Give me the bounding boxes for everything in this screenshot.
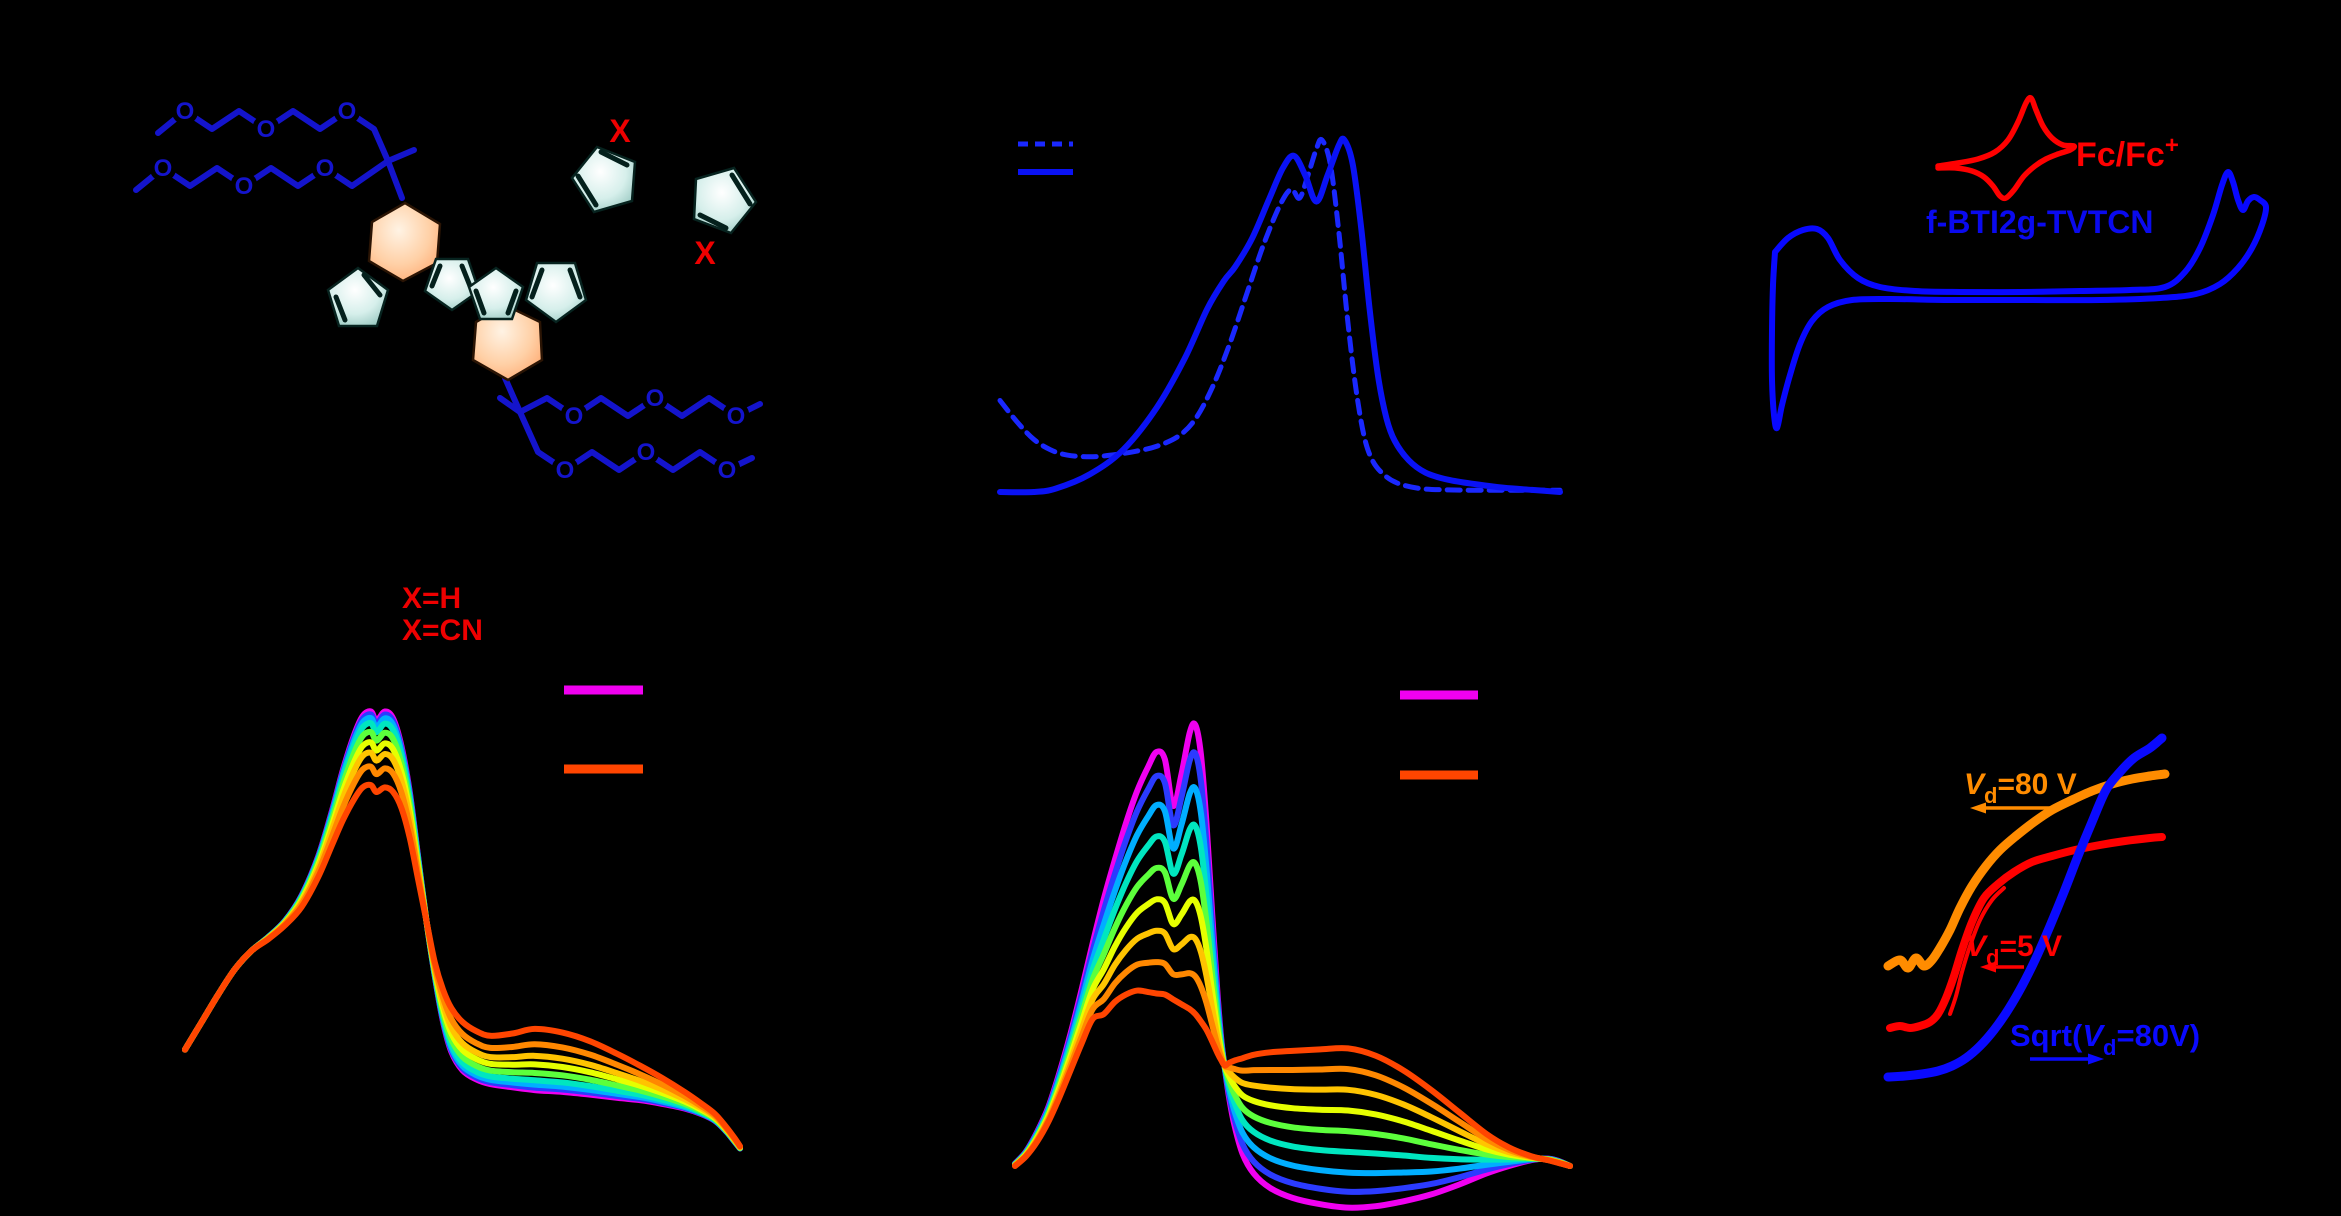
substituent-x-label: X xyxy=(694,235,716,271)
panel-f-transfer-curves xyxy=(1883,733,2170,1082)
film-spectrum-solid xyxy=(997,135,1563,496)
oxygen-atom-label: O xyxy=(154,155,173,182)
double-bond-tick xyxy=(473,288,487,316)
fc-label: Fc/Fc+ xyxy=(2076,132,2179,174)
oxygen-atom-label: O xyxy=(565,403,584,430)
spectrum-curve xyxy=(1012,987,1573,1169)
sqrt-label: Sqrt(Vd=80V) xyxy=(2010,1018,2200,1060)
spectrum-curve xyxy=(1012,959,1573,1169)
annotation-arrow-head xyxy=(1980,961,1996,973)
oxygen-atom-label: O xyxy=(176,98,195,125)
oxygen-atom-label: O xyxy=(646,385,665,412)
solution-spectrum-dashed xyxy=(997,136,1563,493)
ferrocene-cv xyxy=(1935,94,2078,202)
branch-methyl-bottom xyxy=(497,395,523,415)
oxygen-atom-label: O xyxy=(316,155,335,182)
transfer-vd5-red-return xyxy=(1948,886,2006,1016)
polymer-cv xyxy=(1768,169,2270,432)
oxygen-atom-label: O xyxy=(235,173,254,200)
oxygen-atom-label: O xyxy=(637,439,656,466)
sqrt-id-blue xyxy=(1883,733,2167,1082)
annotation-arrow-head xyxy=(1970,802,1986,814)
double-bond-tick xyxy=(729,172,753,207)
double-bond-tick xyxy=(598,149,630,168)
oxygen-atom-label: O xyxy=(556,457,575,484)
imide-ring-1 xyxy=(367,201,442,283)
vd80-label: Vd=80 V xyxy=(1964,768,2077,808)
glycol-chain-bottom-1 xyxy=(502,375,763,419)
substituent-x-label: X xyxy=(609,113,631,149)
substituent-definition: X=CN xyxy=(402,614,483,647)
polymer-label: f-BTI2g-TVTCN xyxy=(1926,204,2154,240)
double-bond-tick xyxy=(697,212,729,231)
double-bond-tick xyxy=(567,267,583,300)
panel-d-spectroelectrochemistry xyxy=(182,685,743,1152)
transfer-vd5-red xyxy=(1886,833,2166,1032)
annotation-arrow-head xyxy=(2088,1053,2104,1065)
spectrum-curve xyxy=(182,749,743,1151)
double-bond-tick xyxy=(361,272,383,298)
glycol-chain-top-1 xyxy=(155,108,405,201)
imide-ring-2 xyxy=(471,303,544,382)
oxygen-atom-label: O xyxy=(727,403,746,430)
spectrum-curve xyxy=(182,781,743,1150)
panel-b-absorption-spectra xyxy=(997,135,1563,496)
double-bond-tick xyxy=(333,294,348,323)
oxygen-atom-label: O xyxy=(257,116,276,143)
oxygen-atom-label: O xyxy=(718,457,737,484)
glycol-chain-top-2 xyxy=(133,158,391,193)
double-bond-tick xyxy=(575,173,599,208)
double-bond-tick xyxy=(505,288,519,316)
vd5-label: Vd=5 V xyxy=(1966,930,2062,970)
oxygen-atom-label: O xyxy=(338,98,357,125)
curve-annotations: Fc/Fc+ f-BTI2g-TVTCN Vd=80 V Vd=5 V Sqrt(Vd=… xyxy=(1926,132,2200,1065)
double-bond-tick xyxy=(529,267,545,300)
glycol-chain-bottom-2 xyxy=(517,409,755,473)
panel-e-spectroelectrochemistry xyxy=(1012,690,1573,1211)
double-bond-tick xyxy=(459,263,473,289)
double-bond-tick xyxy=(429,263,443,289)
branch-methyl-top xyxy=(385,147,417,164)
panel-c-cyclic-voltammetry xyxy=(1768,94,2270,432)
substituent-definition: X=H xyxy=(402,582,461,615)
spectrum-curve xyxy=(1012,927,1573,1169)
